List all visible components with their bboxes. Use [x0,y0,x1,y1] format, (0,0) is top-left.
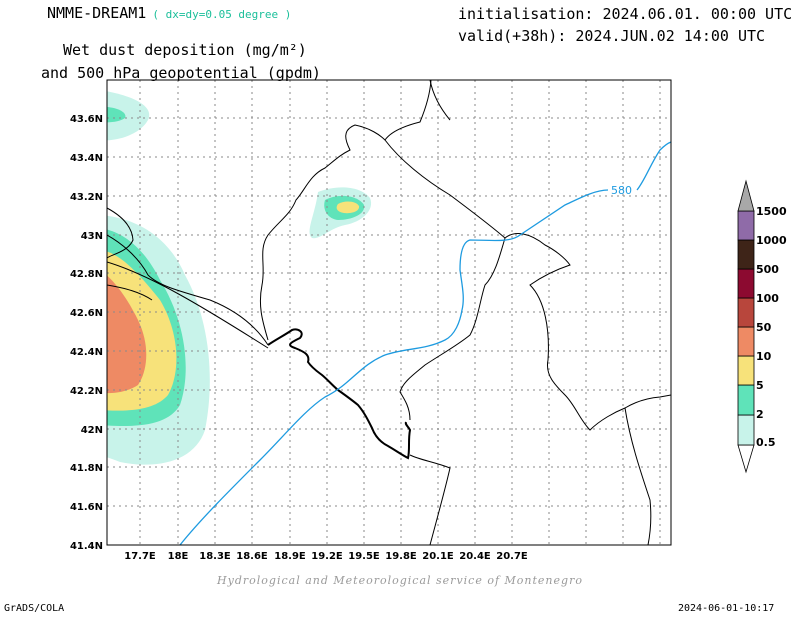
lon-label: 18.6E [236,551,268,562]
lon-label: 17.7E [124,551,156,562]
model-label: NMME-DREAM1 [47,4,147,22]
colorbar-label: 1000 [756,234,787,247]
colorbar-swatch [737,297,755,328]
lon-label: 19.5E [348,551,380,562]
software-label: GrADS/COLA [4,603,65,614]
lon-axis: 17.7E 18E 18.3E 18.6E 18.9E 19.2E 19.5E … [124,551,528,562]
colorbar-label: 1500 [756,205,787,218]
lat-label: 42N [81,425,103,436]
lat-label: 42.4N [70,347,103,358]
colorbar-label: 0.5 [756,436,776,449]
lon-label: 18.9E [274,551,306,562]
credit-line: Hydrological and Meteorological service … [217,574,583,587]
colorbar-max-arrow [737,179,755,212]
dust-field-north [107,91,150,141]
model-name: NMME-DREAM1 ( dx=dy=0.05 degree ) [47,4,291,22]
lat-axis: 43.6N 43.4N 43.2N 43N 42.8N 42.6N 42.4N … [70,114,103,552]
colorbar-label: 50 [756,321,772,334]
contour-label: 580 [611,184,632,197]
colorbar-swatch [737,326,755,357]
colorbar-swatch [737,414,755,446]
lon-label: 19.2E [311,551,343,562]
lat-label: 41.8N [70,463,103,474]
lat-label: 41.4N [70,541,103,552]
lat-label: 42.6N [70,308,103,319]
colorbar-labels: 0.5 2 5 10 50 100 500 1000 1500 [756,205,787,449]
plot-title-line2: and 500 hPa geopotential (gpdm) [41,64,321,82]
map-grid [107,80,671,545]
map-area: 580 [107,80,671,545]
colorbar-swatch [737,384,755,416]
colorbar-swatch [737,210,755,241]
initialisation-time: initialisation: 2024.06.01. 00:00 UTC [458,5,793,23]
coastline [267,328,412,460]
dust-field-west [107,215,210,465]
lon-label: 20.7E [496,551,528,562]
colorbar-swatch [737,239,755,270]
lat-label: 41.6N [70,502,103,513]
colorbar-label: 2 [756,408,764,421]
lon-label: 20.4E [459,551,491,562]
geopotential-contour-580 [179,141,671,545]
dust-field-center [309,187,372,239]
resolution-label: ( dx=dy=0.05 degree ) [152,8,292,21]
colorbar-swatch [737,355,755,386]
colorbar [737,179,755,474]
lat-label: 43N [81,231,103,242]
lat-label: 43.4N [70,153,103,164]
colorbar-label: 100 [756,292,779,305]
colorbar-swatch [737,268,755,299]
colorbar-label: 5 [756,379,764,392]
plot-title-line1: Wet dust deposition (mg/m²) [63,41,307,59]
render-timestamp: 2024-06-01-10:17 [678,603,775,614]
lat-label: 42.8N [70,269,103,280]
lat-label: 43.2N [70,192,103,203]
lat-label: 42.2N [70,386,103,397]
colorbar-min-arrow [737,444,755,474]
valid-time: valid(+38h): 2024.JUN.02 14:00 UTC [458,27,766,45]
lon-label: 18.3E [199,551,231,562]
colorbar-label: 10 [756,350,772,363]
lon-label: 18E [168,551,189,562]
map-frame [106,79,672,546]
lon-label: 19.8E [385,551,417,562]
colorbar-label: 500 [756,263,779,276]
lon-label: 20.1E [422,551,454,562]
country-borders [107,80,671,545]
lat-label: 43.6N [70,114,103,125]
